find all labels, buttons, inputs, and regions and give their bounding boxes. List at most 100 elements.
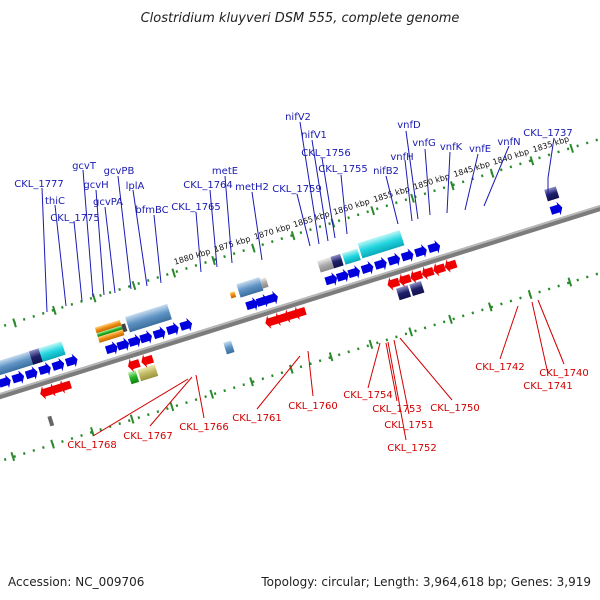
- forward-gene-arrow: [64, 353, 78, 368]
- reverse-gene-arrow: [141, 354, 155, 368]
- kbp-tick-label: 1845 kbp: [452, 159, 491, 179]
- gene-label: CKL_1759: [272, 184, 322, 195]
- kbp-tick-label: 1860 kbp: [332, 197, 371, 217]
- reverse-gene-labels: CKL_1740 CKL_1741 CKL_1742 CKL_1750 CKL_…: [67, 362, 589, 454]
- ruler-major-tick: [487, 302, 493, 312]
- forward-gene-arrow: [166, 322, 179, 336]
- ruler-major-tick: [209, 389, 215, 399]
- gene-label: CKL_1766: [179, 422, 229, 433]
- ruler-major-tick: [368, 339, 374, 349]
- map-title: Clostridium kluyveri DSM 555, complete g…: [141, 11, 460, 26]
- gene-label: metE: [212, 166, 238, 177]
- reverse-gene-arrow: [274, 312, 288, 326]
- reverse-gene-arrow: [433, 262, 447, 277]
- ruler-major-tick: [527, 289, 533, 300]
- ruler-major-tick: [50, 439, 55, 449]
- reverse-label-leaders: [92, 299, 565, 441]
- forward-gene-arrow: [387, 252, 401, 267]
- forward-gene-arrow: [152, 326, 166, 340]
- forward-gene-arrow: [116, 337, 130, 351]
- ruler-major-tick: [290, 231, 296, 241]
- ruler-major-tick: [249, 377, 254, 387]
- forward-gene-arrow: [335, 268, 349, 283]
- ruler-major-tick: [52, 305, 57, 316]
- gene-label: CKL_1741: [523, 381, 573, 392]
- ruler-major-tick: [328, 352, 334, 362]
- reverse-gene-arrow: [40, 386, 53, 400]
- gene-label: CKL_1755: [318, 164, 368, 175]
- reverse-gene-arrow: [294, 306, 307, 320]
- gene-label: metH2: [235, 182, 269, 193]
- gene-label: lplA: [126, 181, 145, 192]
- forward-label-leaders: [41, 121, 555, 313]
- genome-summary-text: Topology: circular; Length: 3,964,618 bp…: [260, 575, 591, 589]
- gene-label: CKL_1742: [475, 362, 525, 373]
- gene-label: CKL_1753: [372, 404, 422, 415]
- ruler-major-tick: [370, 206, 376, 216]
- forward-gene-arrow: [324, 272, 338, 286]
- gene-label: CKL_1760: [288, 401, 338, 412]
- gene-label: vnfG: [412, 138, 436, 149]
- gene-label: CKL_1754: [343, 390, 393, 401]
- gene-label: CKL_1768: [67, 440, 117, 451]
- forward-gene-arrow: [347, 265, 360, 279]
- forward-gene-track: [0, 201, 563, 389]
- forward-gene-arrow: [549, 201, 563, 216]
- reverse-gene-arrow: [399, 273, 412, 288]
- forward-gene-labels: CKL_1737 vnfN vnfE vnfK vnfG vnfD vnfH n…: [14, 112, 573, 224]
- ruler-major-tick: [251, 243, 256, 253]
- forward-gene-arrow: [139, 330, 152, 344]
- ruler-major-tick: [131, 280, 137, 291]
- gene-label: nifV1: [301, 130, 327, 141]
- reverse-major-ticks: [10, 277, 573, 462]
- reverse-gene-arrow: [265, 315, 279, 329]
- ruler-major-tick: [169, 402, 175, 412]
- gene-label: vnfD: [397, 120, 421, 131]
- forward-gene-arrow: [38, 362, 51, 376]
- reverse-feature-boxes: [47, 280, 425, 427]
- reverse-gene-arrow: [59, 380, 72, 394]
- ruler-major-tick: [489, 168, 495, 178]
- forward-feature-boxes: [0, 186, 560, 376]
- gene-label: CKL_1740: [539, 368, 589, 379]
- gene-label: nifB2: [373, 166, 399, 177]
- gene-label: vnfN: [497, 137, 520, 148]
- gene-label: gcvPB: [104, 166, 135, 177]
- ruler-major-tick: [567, 277, 573, 287]
- gene-label: gcvPA: [93, 197, 123, 208]
- gene-label: CKL_1761: [232, 413, 282, 424]
- gene-label: vnfE: [469, 144, 491, 155]
- forward-gene-arrow: [414, 244, 427, 258]
- gene-label: vnfH: [390, 152, 413, 163]
- forward-gene-arrow: [427, 240, 441, 254]
- gene-label: CKL_1750: [430, 403, 480, 414]
- forward-gene-arrow: [400, 248, 414, 262]
- gene-label: gcvH: [83, 180, 108, 191]
- reverse-gene-arrow: [49, 383, 63, 397]
- kbp-tick-label: 1855 kbp: [372, 184, 411, 204]
- kbp-tick-label: 1840 kbp: [492, 147, 531, 167]
- kbp-tick-label: 1875 kbp: [213, 234, 252, 254]
- gene-label: gcvT: [72, 161, 97, 172]
- forward-gene-arrow: [104, 341, 118, 355]
- accession-text: Accession: NC_009706: [8, 575, 144, 589]
- forward-gene-arrow: [24, 366, 38, 380]
- forward-gene-arrow: [265, 290, 278, 305]
- ruler-major-tick: [90, 427, 95, 437]
- forward-gene-arrow: [179, 317, 193, 332]
- gene-label: bfmBC: [135, 205, 168, 216]
- ruler-major-tick: [129, 414, 135, 424]
- ruler-major-tick: [12, 318, 17, 328]
- forward-ruler: [0, 106, 600, 378]
- gene-label: CKL_1751: [384, 420, 434, 431]
- ruler-major-tick: [569, 143, 574, 153]
- forward-gene-arrow: [374, 256, 387, 271]
- reverse-gene-arrow: [410, 270, 424, 284]
- gene-label: CKL_1777: [14, 179, 64, 190]
- forward-gene-arrow: [360, 261, 374, 275]
- ruler-major-tick: [171, 268, 177, 278]
- gene-label: CKL_1765: [171, 202, 221, 213]
- gene-label: thiC: [45, 196, 65, 207]
- reverse-gene-arrow: [128, 358, 141, 372]
